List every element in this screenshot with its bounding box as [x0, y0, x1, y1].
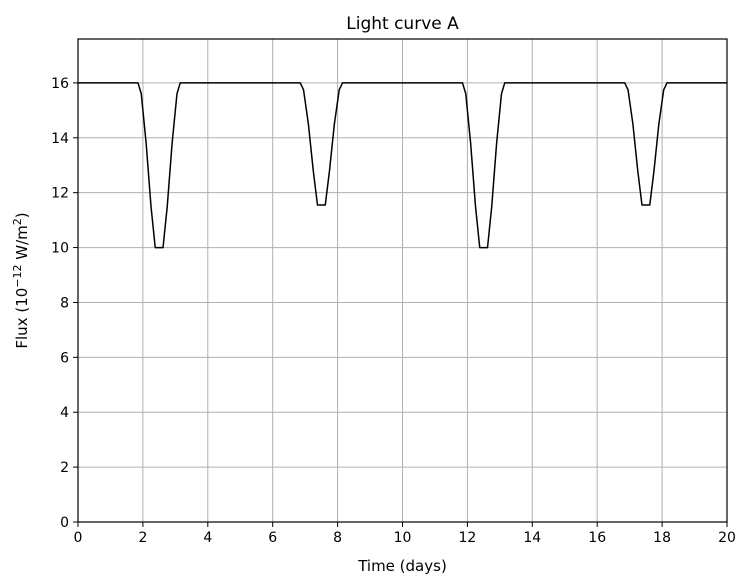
y-tick-label: 8 — [60, 295, 69, 311]
y-tick-label: 12 — [51, 186, 69, 202]
y-tick-label: 14 — [51, 131, 69, 147]
y-axis-label: Flux (10−12 W/m2) — [11, 212, 32, 348]
chart-title: Light curve A — [346, 14, 459, 34]
y-label-text: ) — [13, 212, 31, 218]
x-tick-label: 20 — [718, 530, 736, 546]
x-axis-label: Time (days) — [357, 557, 447, 575]
series-layer — [78, 82, 727, 249]
y-label-text: Flux (10 — [13, 288, 31, 349]
y-tick-label: 0 — [60, 515, 69, 531]
y-label-superscript: −12 — [11, 265, 24, 288]
x-tick-label: 0 — [74, 530, 83, 546]
x-axis: 0 2 4 6 8 10 12 14 16 18 20 — [74, 522, 736, 546]
x-tick-label: 12 — [458, 530, 476, 546]
y-axis: 0 2 4 6 8 10 12 14 16 — [51, 76, 78, 531]
x-tick-label: 8 — [333, 530, 342, 546]
y-label-text: W/m — [13, 225, 31, 264]
x-tick-label: 2 — [138, 530, 147, 546]
y-tick-label: 6 — [60, 350, 69, 366]
y-label-superscript: 2 — [11, 218, 24, 225]
y-tick-label: 10 — [51, 241, 69, 257]
x-tick-label: 14 — [523, 530, 541, 546]
x-tick-label: 6 — [268, 530, 277, 546]
x-tick-label: 4 — [203, 530, 212, 546]
y-tick-label: 2 — [60, 460, 69, 476]
x-tick-label: 16 — [588, 530, 606, 546]
y-tick-label: 4 — [60, 405, 69, 421]
y-tick-label: 16 — [51, 76, 69, 92]
series-line — [78, 82, 727, 249]
x-tick-label: 10 — [394, 530, 412, 546]
x-tick-label: 18 — [653, 530, 671, 546]
